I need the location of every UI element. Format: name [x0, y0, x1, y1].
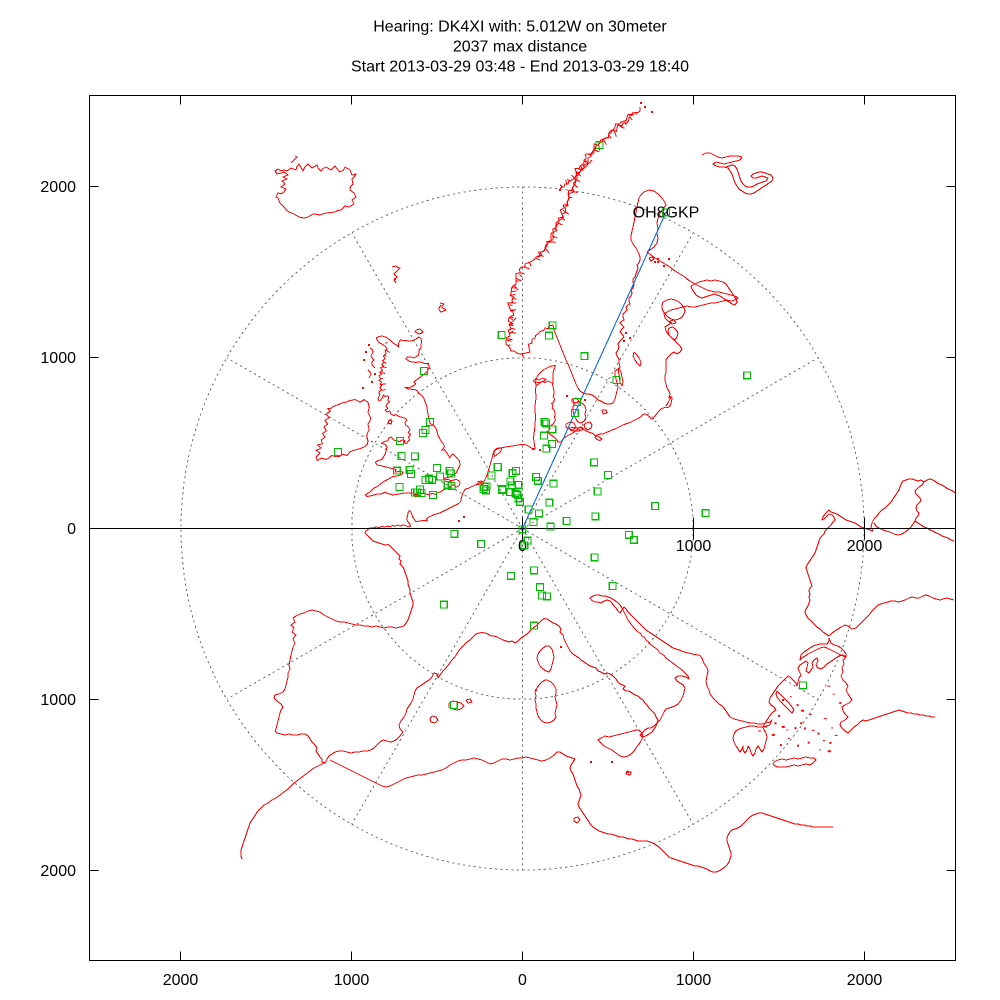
- svg-text:1000: 1000: [334, 972, 370, 989]
- svg-text:0: 0: [67, 521, 76, 538]
- svg-text:Start 2013-03-29 03:48 - End 2: Start 2013-03-29 03:48 - End 2013-03-29 …: [351, 59, 689, 76]
- svg-text:2000: 2000: [40, 863, 76, 880]
- svg-text:2037 max distance: 2037 max distance: [453, 39, 587, 56]
- svg-text:2000: 2000: [163, 972, 199, 989]
- svg-text:1000: 1000: [676, 972, 712, 989]
- svg-text:2000: 2000: [40, 179, 76, 196]
- svg-text:2000: 2000: [847, 972, 883, 989]
- svg-text:2000: 2000: [847, 538, 883, 555]
- svg-text:OH8GKP: OH8GKP: [633, 205, 700, 222]
- svg-text:Hearing: DK4XI with: 5.012W on: Hearing: DK4XI with: 5.012W on 30meter: [373, 19, 667, 36]
- svg-text:0: 0: [518, 972, 527, 989]
- svg-text:1000: 1000: [676, 538, 712, 555]
- svg-text:1000: 1000: [40, 692, 76, 709]
- svg-text:0: 0: [518, 538, 527, 555]
- svg-text:1000: 1000: [40, 350, 76, 367]
